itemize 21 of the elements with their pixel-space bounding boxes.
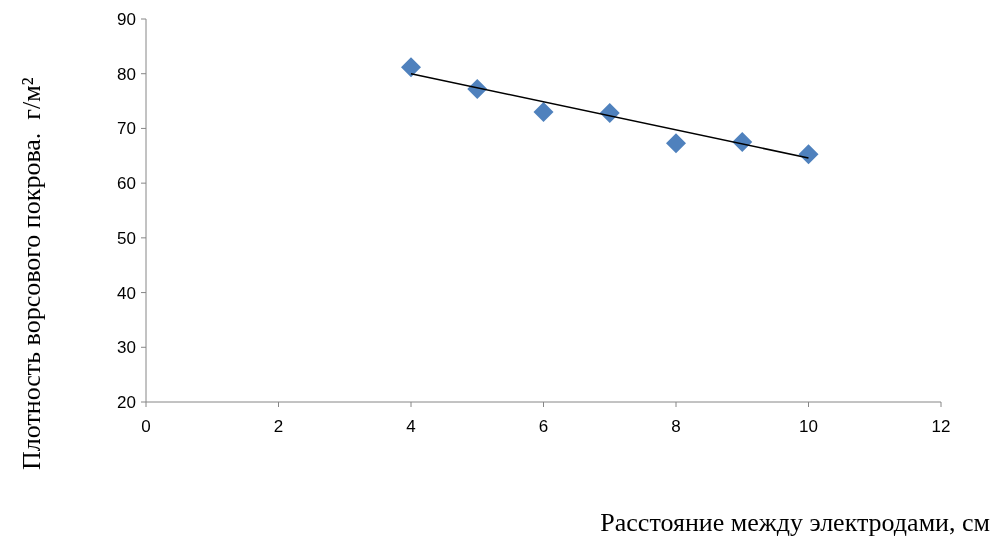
- point: [798, 144, 819, 165]
- x-axis-title: Расстояние между электродами, см: [600, 508, 990, 537]
- x-tick-label: 4: [406, 417, 416, 436]
- y-axis-title: Плотность ворсового покрова. г/м²: [17, 77, 46, 470]
- x-tick-label: 10: [799, 417, 818, 436]
- point: [666, 133, 686, 154]
- y-tick-label: 20: [117, 392, 136, 412]
- y-tick-label: 50: [117, 228, 136, 248]
- y-tick-label: 60: [117, 174, 136, 194]
- y-tick-label: 40: [117, 283, 136, 303]
- x-tick-label: 0: [141, 417, 151, 436]
- y-tick-label: 70: [117, 119, 136, 139]
- y-tick-label: 80: [117, 64, 136, 84]
- point: [533, 102, 554, 123]
- x-tick-label: 12: [931, 417, 951, 436]
- x-tick-label: 2: [273, 417, 284, 436]
- x-tick-label: 8: [671, 417, 681, 436]
- y-tick-label: 30: [117, 338, 136, 358]
- point: [401, 57, 421, 78]
- y-tick-label: 90: [117, 9, 136, 29]
- x-tick-label: 6: [538, 417, 549, 436]
